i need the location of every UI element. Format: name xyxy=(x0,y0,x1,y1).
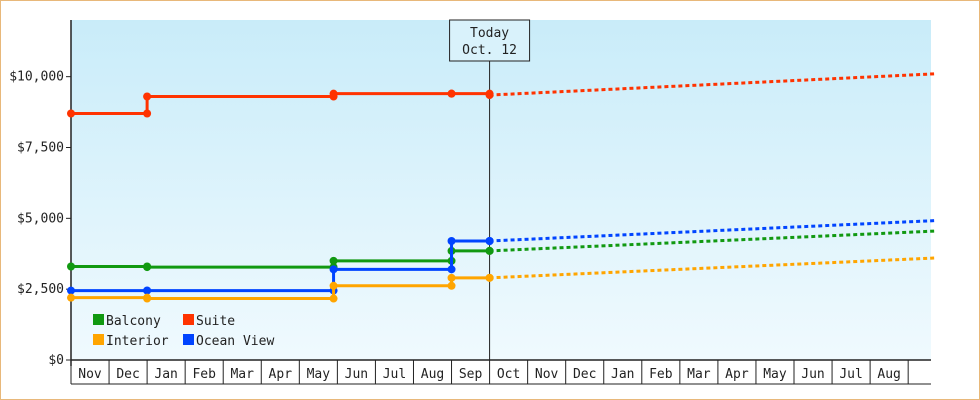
y-tick-label: $2,500 xyxy=(17,282,64,297)
x-tick-label: Feb xyxy=(192,367,216,382)
x-tick-label: Jul xyxy=(383,367,406,382)
forecast-line xyxy=(489,219,935,243)
x-tick-label: Jun xyxy=(801,367,824,382)
x-tick-label: Mar xyxy=(230,367,254,382)
x-tick-label: May xyxy=(307,367,331,382)
data-point xyxy=(485,91,494,100)
data-point xyxy=(329,89,338,98)
data-point xyxy=(143,109,152,118)
data-point xyxy=(143,286,152,295)
forecast-line xyxy=(489,229,935,253)
x-tick-label: Mar xyxy=(687,367,711,382)
legend-swatch xyxy=(93,314,104,325)
x-tick-label: Apr xyxy=(725,367,749,382)
data-point xyxy=(447,237,456,245)
legend-label: Balcony xyxy=(106,314,161,329)
forecast-line xyxy=(489,72,935,97)
legend-swatch xyxy=(183,314,194,325)
data-point xyxy=(447,89,456,98)
y-axis: $0 $2,500 $5,000 $7,500 $10,000 xyxy=(9,20,72,368)
x-tick-label: Jan xyxy=(154,367,177,382)
x-tick-label: Jun xyxy=(345,367,368,382)
data-point xyxy=(329,281,338,290)
data-point xyxy=(143,263,152,272)
x-tick-label: Jul xyxy=(839,367,862,382)
data-point xyxy=(485,273,494,282)
data-point xyxy=(67,262,75,271)
today-callout xyxy=(449,19,531,62)
x-tick-label: Dec xyxy=(573,367,596,382)
x-tick-label: May xyxy=(763,367,787,382)
x-axis: Nov Dec Jan Feb Mar Apr May Jun Jul Aug Sep Oct Nov D… xyxy=(70,359,931,385)
legend: Balcony Suite Interior Ocean View xyxy=(93,314,274,349)
series-interior xyxy=(67,256,935,303)
y-tick-label: $10,000 xyxy=(9,70,64,85)
data-point xyxy=(447,273,456,282)
data-point xyxy=(447,281,456,290)
data-point xyxy=(485,237,494,245)
x-tick-label: Nov xyxy=(78,367,102,382)
x-tick-label: Apr xyxy=(269,367,293,382)
legend-label: Ocean View xyxy=(196,334,274,349)
legend-label: Suite xyxy=(196,314,235,329)
data-point xyxy=(485,246,494,255)
today-marker: Today Oct. 12 xyxy=(449,19,531,360)
x-tick-label: Oct xyxy=(497,367,520,382)
data-point xyxy=(143,92,152,101)
data-point xyxy=(67,286,75,295)
forecast-line xyxy=(489,256,935,280)
x-tick-label: Feb xyxy=(649,367,673,382)
x-tick-label: Nov xyxy=(535,367,559,382)
data-point xyxy=(329,294,338,303)
data-point xyxy=(329,265,338,274)
series-layer xyxy=(67,72,935,303)
data-point xyxy=(67,293,75,302)
y-tick-label: $7,500 xyxy=(17,141,64,156)
data-point xyxy=(143,294,152,303)
x-tick-label: Sep xyxy=(459,367,483,382)
x-tick-label: Aug xyxy=(877,367,900,382)
plot-background xyxy=(71,20,931,360)
data-point xyxy=(447,265,456,274)
today-label: Today xyxy=(470,26,509,41)
legend-label: Interior xyxy=(106,334,169,349)
data-point xyxy=(329,256,338,265)
y-tick-label: $0 xyxy=(48,353,64,368)
y-tick-label: $5,000 xyxy=(17,211,64,226)
x-tick-label: Jan xyxy=(611,367,634,382)
x-tick-label: Aug xyxy=(421,367,444,382)
legend-swatch xyxy=(183,334,194,345)
series-suite xyxy=(67,72,935,118)
legend-swatch xyxy=(93,334,104,345)
data-point xyxy=(67,109,75,118)
x-tick-label: Dec xyxy=(116,367,139,382)
today-date: Oct. 12 xyxy=(462,43,517,58)
